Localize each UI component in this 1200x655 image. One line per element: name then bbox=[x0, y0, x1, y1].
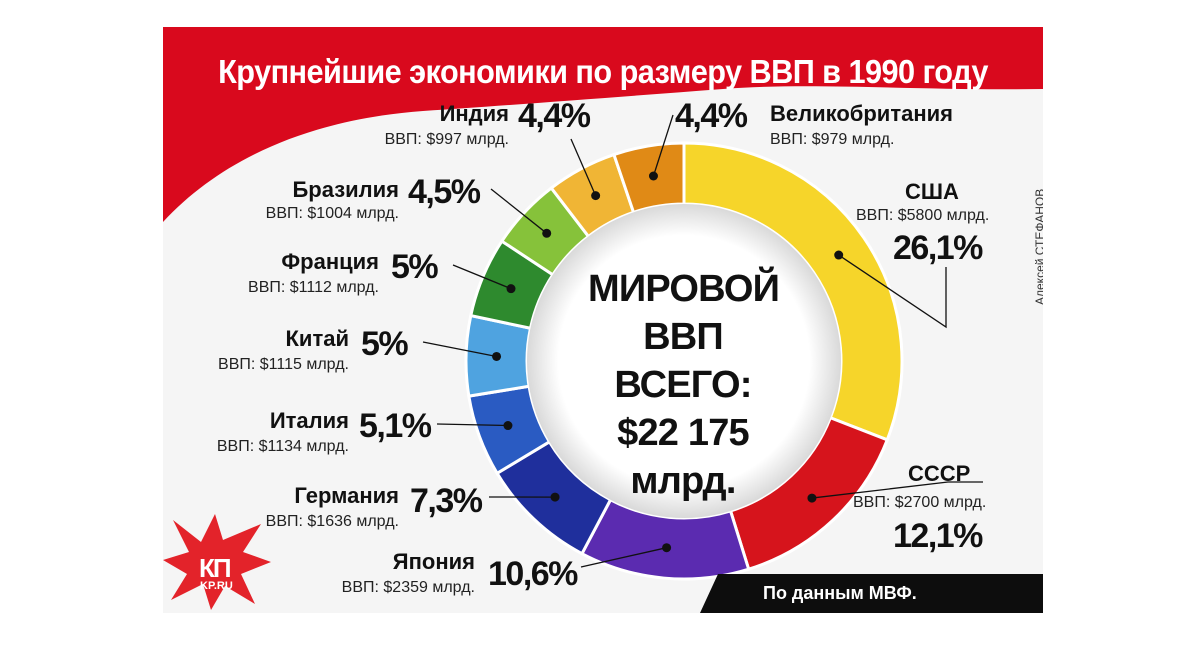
source-note: По данным МВФ. bbox=[763, 583, 917, 603]
label-country-brazil: Бразилия bbox=[292, 177, 399, 202]
kp-logo-splash bbox=[163, 514, 271, 610]
slice-marker-4 bbox=[503, 421, 513, 431]
kp-logo-text: КП bbox=[199, 553, 232, 583]
center-line-3: $22 175 bbox=[617, 412, 750, 454]
label-country-ussr: СССР bbox=[908, 461, 971, 486]
label-country-france: Франция bbox=[281, 249, 379, 274]
source-bar bbox=[700, 574, 1043, 613]
infographic: Крупнейшие экономики по размеру ВВП в 19… bbox=[163, 27, 1043, 613]
slice-marker-7 bbox=[542, 228, 552, 238]
leader-line-5 bbox=[422, 341, 497, 358]
donut-hole bbox=[527, 204, 841, 518]
label-pct-japan: 10,6% bbox=[488, 555, 578, 593]
label-gdp-china: ВВП: $1115 млрд. bbox=[218, 356, 349, 373]
title-band bbox=[163, 27, 1043, 222]
leader-line-2 bbox=[580, 547, 667, 568]
label-gdp-germany: ВВП: $1636 млрд. bbox=[265, 513, 399, 530]
leader-line-8 bbox=[570, 138, 597, 196]
donut-chart bbox=[422, 114, 983, 581]
label-country-uk: Великобритания bbox=[770, 101, 953, 126]
label-pct-italy: 5,1% bbox=[359, 407, 432, 445]
label-pct-usa: 26,1% bbox=[893, 229, 983, 267]
label-pct-uk: 4,4% bbox=[675, 97, 748, 135]
label-gdp-brazil: ВВП: $1004 млрд. bbox=[265, 205, 399, 222]
label-gdp-italy: ВВП: $1134 млрд. bbox=[216, 438, 349, 455]
slice-marker-2 bbox=[662, 543, 672, 553]
slice-marker-8 bbox=[591, 191, 601, 201]
slice-marker-0 bbox=[834, 250, 844, 260]
label-gdp-japan: ВВП: $2359 млрд. bbox=[341, 579, 475, 596]
label-pct-germany: 7,3% bbox=[410, 482, 483, 520]
label-pct-france: 5% bbox=[391, 248, 439, 286]
center-line-4: млрд. bbox=[630, 460, 736, 502]
label-country-india: Индия bbox=[439, 101, 509, 126]
label-pct-brazil: 4,5% bbox=[408, 173, 481, 211]
leader-line-6 bbox=[452, 264, 512, 290]
label-country-japan: Япония bbox=[392, 549, 475, 574]
label-pct-ussr: 12,1% bbox=[893, 517, 983, 555]
leader-line-7 bbox=[490, 188, 548, 234]
label-country-italy: Италия bbox=[269, 408, 349, 433]
slice-marker-1 bbox=[807, 493, 817, 503]
label-gdp-india: ВВП: $997 млрд. bbox=[384, 131, 509, 148]
center-line-1: МИРОВОЙ bbox=[588, 268, 780, 310]
author-credit: Алексей СТЕФАНОВ bbox=[1033, 188, 1043, 305]
label-gdp-france: ВВП: $1112 млрд. bbox=[248, 279, 379, 296]
kp-logo-domain: KP.RU bbox=[200, 580, 233, 592]
leader-line-9 bbox=[652, 114, 674, 177]
center-line-2: ВВП ВСЕГО: bbox=[614, 316, 752, 406]
label-country-usa: США bbox=[905, 179, 959, 204]
leader-line-0 bbox=[838, 254, 947, 329]
slice-marker-3 bbox=[550, 492, 560, 502]
slice-marker-9 bbox=[648, 171, 658, 181]
label-gdp-ussr: ВВП: $2700 млрд. bbox=[853, 494, 987, 511]
label-country-germany: Германия bbox=[294, 483, 399, 508]
donut-center-total: МИРОВОЙ ВВП ВСЕГО: $22 175 млрд. bbox=[588, 265, 780, 505]
slice-marker-5 bbox=[492, 351, 502, 361]
label-country-china: Китай bbox=[285, 326, 350, 351]
label-pct-china: 5% bbox=[361, 325, 409, 363]
leader-line-4 bbox=[436, 423, 508, 427]
label-gdp-usa: ВВП: $5800 млрд. bbox=[856, 207, 990, 224]
label-pct-india: 4,4% bbox=[518, 97, 591, 135]
chart-title: Крупнейшие экономики по размеру ВВП в 19… bbox=[218, 53, 988, 90]
slice-marker-6 bbox=[506, 284, 516, 294]
label-gdp-uk: ВВП: $979 млрд. bbox=[770, 131, 895, 148]
leader-line-1 bbox=[811, 481, 983, 499]
